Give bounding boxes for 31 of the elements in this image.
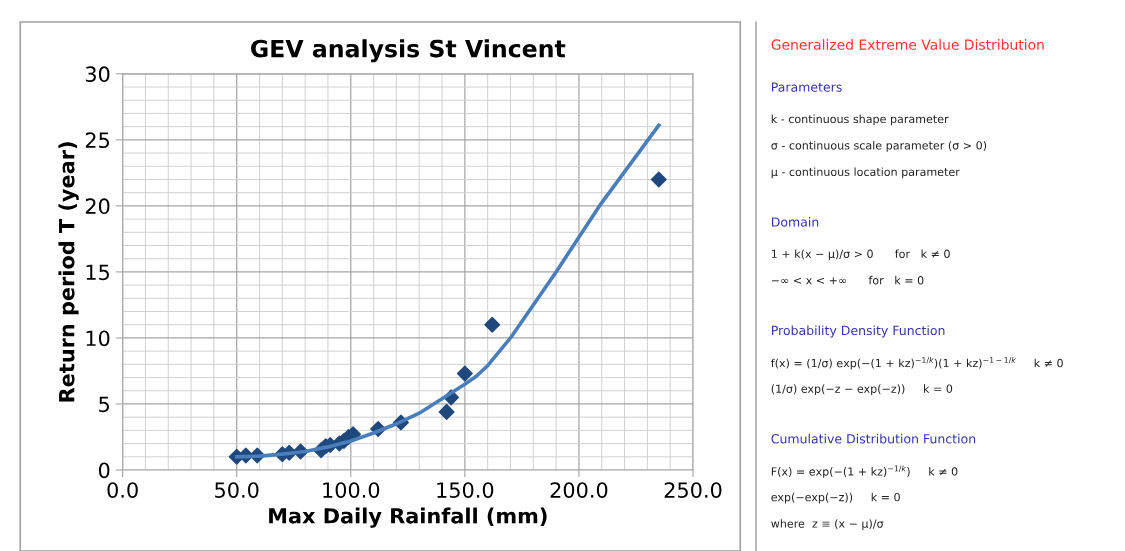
text: σ - continuous scale parameter (σ > 0) [771,140,987,152]
text: Domain [771,217,819,227]
text: Probability Density Function [771,325,945,338]
x-tick-label: 200.0 [550,482,608,498]
y-tick-label: 20 [85,198,110,215]
text: F(x) = exp(−(1 + kz)$^{−1/k}$) k ≠ 0 [771,465,958,478]
text: f(x) = (1/σ) exp(−(1 + kz)$^{−1/k}$)(1 + kz)$^{−1−1/k}$ k ≠ 0 [771,356,1063,370]
y-tick-label: 30 [85,66,110,83]
y-tick-label: 15 [86,264,109,281]
text: μ - continuous location parameter [771,167,960,179]
y-axis-title: Return period T (year) [58,142,79,402]
text: Generalized Extreme Value Distribution [771,39,1044,50]
x-tick-label: 100.0 [323,482,380,498]
text: Cumulative Distribution Function [771,433,976,444]
y-tick-label: 0 [98,462,110,479]
x-tick-label: 250.0 [664,482,722,498]
y-tick-label: 10 [86,330,110,347]
text: 1 + k(x − μ)/σ > 0 for k ≠ 0 [771,249,950,261]
x-tick-label: 50.0 [215,482,259,498]
text: where z ≡ (x − μ)/σ [771,519,884,530]
text: (1/σ) exp(−z − exp(−z)) k = 0 [771,384,953,396]
text: exp(−exp(−z)) k = 0 [771,492,900,504]
x-axis-title: Max Daily Rainfall (mm) [269,507,547,528]
chart-title: GEV analysis St Vincent [251,39,566,63]
x-tick-label: 0.0 [107,482,138,498]
text: −∞ < x < +∞ for k = 0 [771,275,924,285]
text: Parameters [771,82,842,92]
x-tick-label: 150.0 [437,482,494,498]
text: k - continuous shape parameter [771,114,949,126]
y-tick-label: 25 [85,132,109,149]
y-tick-label: 5 [99,396,109,413]
